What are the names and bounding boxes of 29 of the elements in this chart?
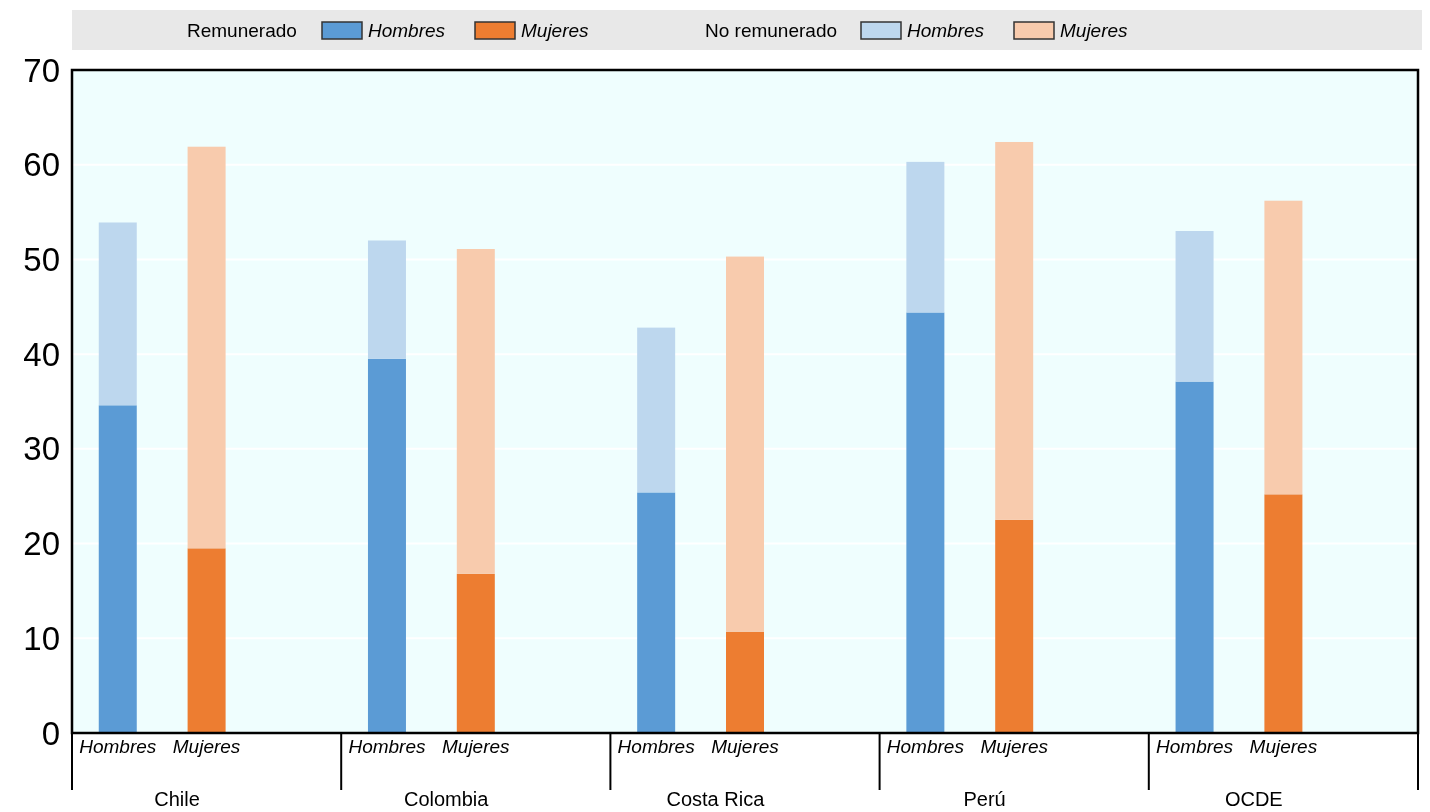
text: No remunerado [705,20,838,41]
x-tick-label: Hombres [886,736,965,757]
legend-label: Hombres [368,20,446,41]
legend-label: Mujeres [521,20,590,41]
y-tick-label: 70 [23,51,60,89]
x-tick-label: Mujeres [172,736,241,757]
legend-label: Hombres [907,20,985,41]
text: Costa Rica [666,788,766,810]
y-tick-label: 20 [23,525,60,563]
x-tick-label: Hombres [617,736,696,757]
y-tick-label: 0 [41,714,60,752]
y-tick-label: 50 [23,240,60,278]
y-tick-label: 60 [23,146,60,184]
x-tick-label: Hombres [348,736,426,757]
y-tick-label: 10 [23,619,60,657]
x-tick-label: Mujeres [1249,736,1318,757]
text: Perú [963,788,1006,810]
legend-label: Mujeres [1060,20,1129,41]
text: Remunerado [187,20,297,41]
text: Chile [154,788,200,810]
x-tick-label: Mujeres [442,736,511,757]
x-tick-label: Hombres [79,736,157,757]
x-tick-label: Mujeres [980,736,1049,757]
text: Colombia [403,788,490,810]
x-tick-label: Mujeres [711,736,780,757]
y-tick-label: 40 [23,335,60,373]
x-tick-label: Hombres [1156,736,1234,757]
y-tick-label: 30 [23,430,60,468]
text: OCDE [1224,788,1283,810]
